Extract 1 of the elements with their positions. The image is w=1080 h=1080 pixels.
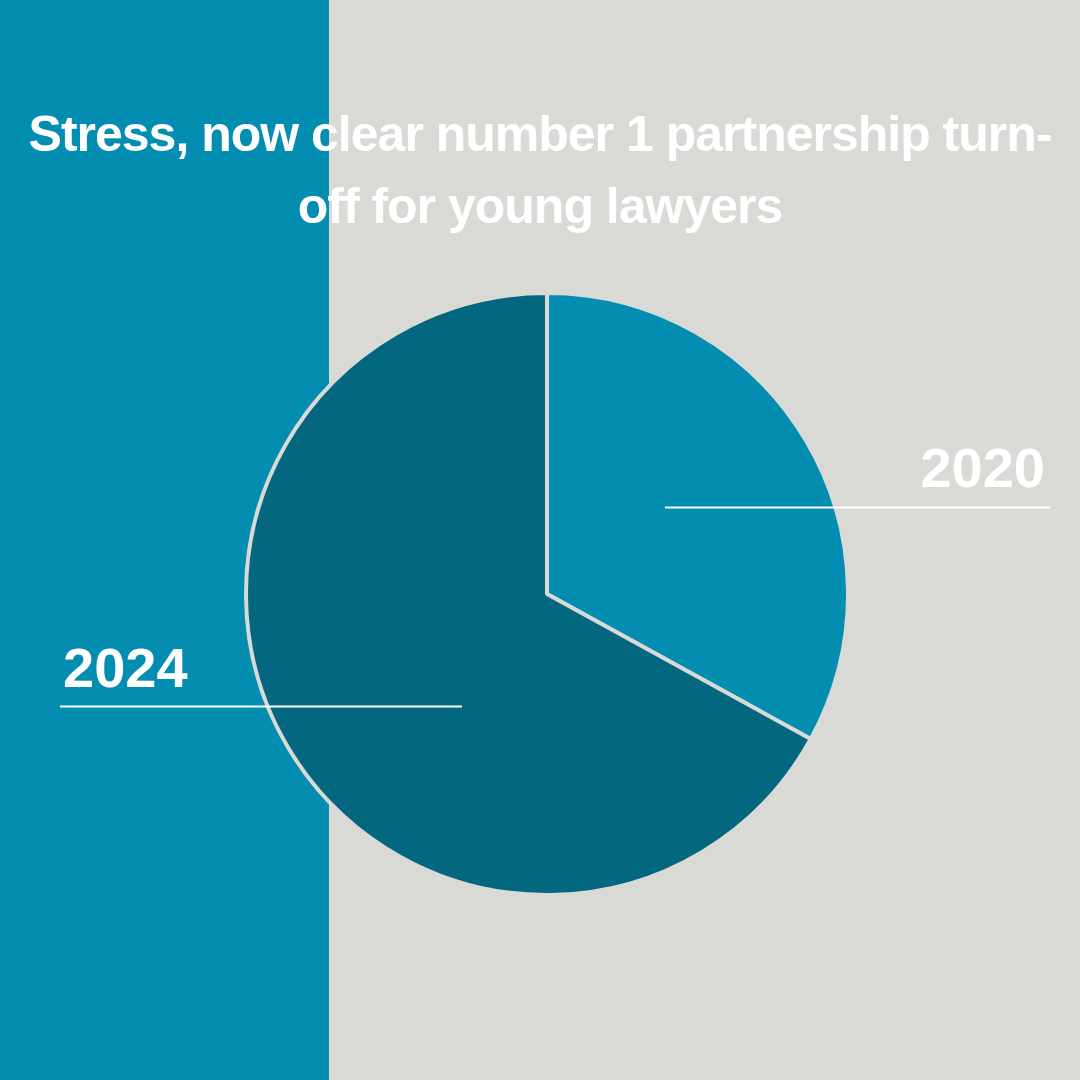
slice-label: 2024 — [63, 635, 188, 699]
